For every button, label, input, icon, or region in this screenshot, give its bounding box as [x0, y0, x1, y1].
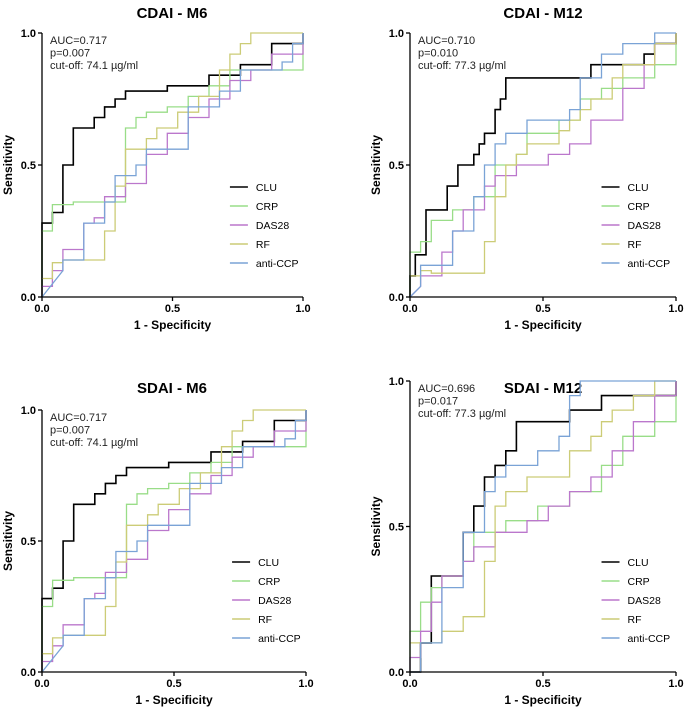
x-axis-label: 1 - Specificity [135, 693, 213, 707]
legend-label-crp: CRP [628, 201, 650, 213]
roc-curve-clu [410, 381, 677, 673]
roc-curve-das28 [409, 381, 677, 672]
roc-curve-anti-ccp [41, 410, 307, 673]
x-tick-label: 0.0 [34, 678, 49, 690]
stat-annotation: AUC=0.710 [418, 35, 475, 47]
roc-panel-1: CDAI - M6 0.0 0.5 1.0 0.0 0.5 1.0 1 - Specifici… [1, 5, 311, 332]
roc-curve-clu [409, 33, 677, 297]
stat-annotation: cut-off: 74.1 µg/ml [50, 60, 138, 72]
y-tick-label: 0.0 [21, 667, 36, 679]
y-axis-label: Sensitivity [1, 135, 15, 195]
stat-annotation: cut-off: 77.3 µg/ml [418, 60, 506, 72]
x-tick-label: 0.5 [535, 303, 550, 315]
legend-label-crp: CRP [628, 576, 650, 588]
y-tick-label: 0.0 [389, 292, 404, 304]
roc-curve-das28 [41, 33, 304, 297]
y-tick-label: 0.0 [389, 667, 404, 679]
stat-annotation: cut-off: 74.1 µg/ml [50, 437, 138, 449]
legend-label-das28: DAS28 [628, 220, 661, 232]
legend-label-anti-ccp: anti-CCP [258, 633, 301, 645]
legend-label-das28: DAS28 [258, 595, 291, 607]
x-tick-label: 0.0 [402, 303, 417, 315]
y-axis-label: Sensitivity [1, 511, 15, 571]
legend-label-das28: DAS28 [628, 595, 661, 607]
legend-label-rf: RF [256, 239, 270, 251]
stat-annotation: p=0.007 [50, 48, 90, 60]
roc-curve-crp [409, 381, 677, 672]
stat-annotation: p=0.017 [418, 396, 458, 408]
legend-label-rf: RF [628, 614, 642, 626]
y-tick-label: 0.5 [21, 536, 36, 548]
legend-label-clu: CLU [258, 557, 279, 569]
x-tick-label: 1.0 [668, 303, 683, 315]
x-tick-label: 0.5 [535, 678, 550, 690]
x-tick-label: 0.0 [34, 303, 49, 315]
stat-annotation: AUC=0.717 [50, 35, 107, 47]
stat-annotation: p=0.007 [50, 425, 90, 437]
legend-label-clu: CLU [628, 182, 649, 194]
y-tick-label: 0.5 [389, 160, 404, 172]
roc-curve-anti-ccp [41, 33, 304, 298]
x-axis-label: 1 - Specificity [504, 318, 582, 332]
y-tick-label: 1.0 [389, 376, 404, 388]
y-tick-label: 1.0 [21, 405, 36, 417]
x-tick-label: 0.5 [166, 678, 181, 690]
legend-label-anti-ccp: anti-CCP [256, 258, 299, 270]
roc-curve-anti-ccp [409, 32, 676, 298]
y-tick-label: 1.0 [389, 28, 404, 40]
x-tick-label: 0.0 [402, 678, 417, 690]
y-axis-label: Sensitivity [369, 496, 383, 556]
y-axis-label: Sensitivity [369, 135, 383, 195]
stat-annotation: AUC=0.717 [50, 412, 107, 424]
x-axis-label: 1 - Specificity [134, 318, 212, 332]
panel-title: CDAI - M6 [137, 5, 208, 22]
legend-label-clu: CLU [256, 182, 277, 194]
legend-label-clu: CLU [628, 557, 649, 569]
legend-label-rf: RF [258, 614, 272, 626]
roc-curve-rf [410, 33, 677, 277]
stat-annotation: AUC=0.696 [418, 383, 475, 395]
legend-label-rf: RF [628, 239, 642, 251]
roc-curve-anti-ccp [410, 380, 676, 673]
x-tick-label: 1.0 [668, 678, 683, 690]
roc-curve-das28 [41, 410, 307, 672]
panel-title: SDAI - M6 [137, 380, 207, 397]
roc-panel-3: SDAI - M6 0.0 0.5 1.0 0.0 0.5 1.0 1 - Specifici… [1, 380, 314, 707]
x-tick-label: 0.5 [165, 303, 180, 315]
y-tick-label: 1.0 [21, 28, 36, 40]
legend-label-das28: DAS28 [256, 220, 289, 232]
roc-curve-rf [410, 380, 676, 644]
x-tick-label: 1.0 [295, 303, 310, 315]
stat-annotation: cut-off: 77.3 µg/ml [418, 408, 506, 420]
stat-annotation: p=0.010 [418, 48, 458, 60]
y-tick-label: 0.5 [389, 522, 404, 534]
panel-title: SDAI - M12 [504, 380, 582, 397]
legend-label-crp: CRP [256, 201, 278, 213]
roc-panel-4: SDAI - M12 0.0 0.5 1.0 0.0 0.5 1.0 1 - Specific… [369, 376, 684, 707]
roc-panel-2: CDAI - M12 0.0 0.5 1.0 0.0 0.5 1.0 1 - Specific… [369, 5, 684, 332]
legend-label-crp: CRP [258, 576, 280, 588]
y-tick-label: 0.0 [21, 292, 36, 304]
legend-label-anti-ccp: anti-CCP [628, 258, 671, 270]
panel-title: CDAI - M12 [503, 5, 582, 22]
legend-label-anti-ccp: anti-CCP [628, 633, 671, 645]
x-tick-label: 1.0 [298, 678, 313, 690]
y-tick-label: 0.5 [21, 160, 36, 172]
x-axis-label: 1 - Specificity [504, 693, 582, 707]
